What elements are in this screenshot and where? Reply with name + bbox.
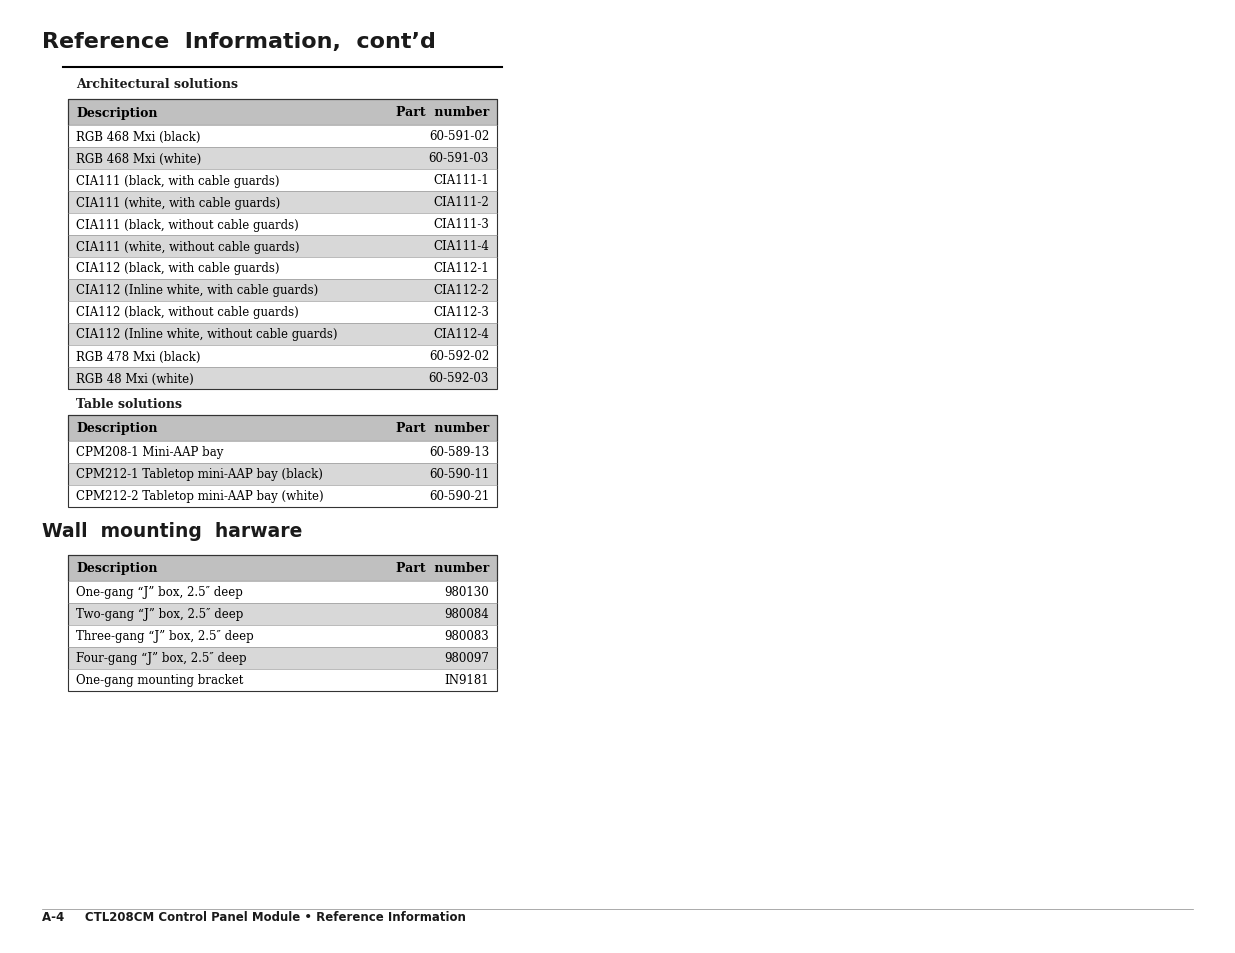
Text: Part  number: Part number [395,107,489,119]
Bar [68,280,496,302]
Text: 60-589-13: 60-589-13 [429,446,489,459]
Bar [68,235,496,257]
Text: 980097: 980097 [445,652,489,665]
Text: CPM212-1 Tabletop mini-AAP bay (black): CPM212-1 Tabletop mini-AAP bay (black) [77,468,322,481]
Text: Description: Description [77,562,158,575]
Text: CIA111 (white, without cable guards): CIA111 (white, without cable guards) [77,240,300,253]
Text: 60-590-21: 60-590-21 [429,490,489,503]
Bar [68,148,496,170]
Text: Wall  mounting  harware: Wall mounting harware [42,521,303,540]
Text: CPM212-2 Tabletop mini-AAP bay (white): CPM212-2 Tabletop mini-AAP bay (white) [77,490,324,503]
Bar [68,368,496,390]
Text: Part  number: Part number [395,422,489,435]
Bar [68,625,496,647]
Text: 60-592-03: 60-592-03 [429,372,489,385]
Text: CIA112 (Inline white, without cable guards): CIA112 (Inline white, without cable guar… [77,328,337,341]
Text: CIA112-1: CIA112-1 [433,262,489,275]
Text: CIA112-2: CIA112-2 [433,284,489,297]
Bar [68,213,496,235]
Bar [68,126,496,148]
Text: One-gang “J” box, 2.5″ deep: One-gang “J” box, 2.5″ deep [77,586,243,598]
Text: One-gang mounting bracket: One-gang mounting bracket [77,674,243,687]
Text: CIA111-1: CIA111-1 [433,174,489,188]
Text: Part  number: Part number [395,562,489,575]
Text: CIA111 (black, without cable guards): CIA111 (black, without cable guards) [77,218,299,232]
Text: CIA111-4: CIA111-4 [433,240,489,253]
Text: Reference  Information,  cont’d: Reference Information, cont’d [42,32,436,52]
Bar [68,556,496,581]
Bar [68,100,496,126]
Bar [68,416,496,441]
Bar [68,485,496,507]
Text: RGB 468 Mxi (black): RGB 468 Mxi (black) [77,131,200,143]
Text: 60-592-02: 60-592-02 [429,350,489,363]
Text: Three-gang “J” box, 2.5″ deep: Three-gang “J” box, 2.5″ deep [77,630,253,643]
Bar [68,346,496,368]
Bar [68,100,496,390]
Text: Description: Description [77,107,158,119]
Bar [68,257,496,280]
Bar [68,581,496,603]
Text: CIA112 (black, with cable guards): CIA112 (black, with cable guards) [77,262,279,275]
Bar [68,302,496,324]
Bar [68,463,496,485]
Text: Table solutions: Table solutions [77,397,182,411]
Text: 60-591-03: 60-591-03 [429,152,489,165]
Text: Two-gang “J” box, 2.5″ deep: Two-gang “J” box, 2.5″ deep [77,608,243,620]
Text: CIA111 (white, with cable guards): CIA111 (white, with cable guards) [77,196,280,210]
Text: 60-590-11: 60-590-11 [429,468,489,481]
Bar [68,170,496,192]
Text: Four-gang “J” box, 2.5″ deep: Four-gang “J” box, 2.5″ deep [77,652,247,665]
Bar [68,669,496,691]
Bar [68,416,496,507]
Bar [68,441,496,463]
Bar [68,556,496,691]
Text: RGB 478 Mxi (black): RGB 478 Mxi (black) [77,350,200,363]
Text: CPM208-1 Mini-AAP bay: CPM208-1 Mini-AAP bay [77,446,224,459]
Text: CIA112-4: CIA112-4 [433,328,489,341]
Text: RGB 468 Mxi (white): RGB 468 Mxi (white) [77,152,201,165]
Text: 60-591-02: 60-591-02 [429,131,489,143]
Bar [68,192,496,213]
Bar [68,603,496,625]
Bar [68,324,496,346]
Text: IN9181: IN9181 [445,674,489,687]
Text: 980130: 980130 [445,586,489,598]
Bar [68,647,496,669]
Text: CIA112-3: CIA112-3 [433,306,489,319]
Text: 980084: 980084 [445,608,489,620]
Text: RGB 48 Mxi (white): RGB 48 Mxi (white) [77,372,194,385]
Text: CIA112 (black, without cable guards): CIA112 (black, without cable guards) [77,306,299,319]
Text: CIA111 (black, with cable guards): CIA111 (black, with cable guards) [77,174,279,188]
Text: CIA112 (Inline white, with cable guards): CIA112 (Inline white, with cable guards) [77,284,319,297]
Text: CIA111-3: CIA111-3 [433,218,489,232]
Text: CIA111-2: CIA111-2 [433,196,489,210]
Text: Architectural solutions: Architectural solutions [77,78,238,91]
Text: 980083: 980083 [445,630,489,643]
Text: Description: Description [77,422,158,435]
Text: A-4     CTL208CM Control Panel Module • Reference Information: A-4 CTL208CM Control Panel Module • Refe… [42,910,466,923]
